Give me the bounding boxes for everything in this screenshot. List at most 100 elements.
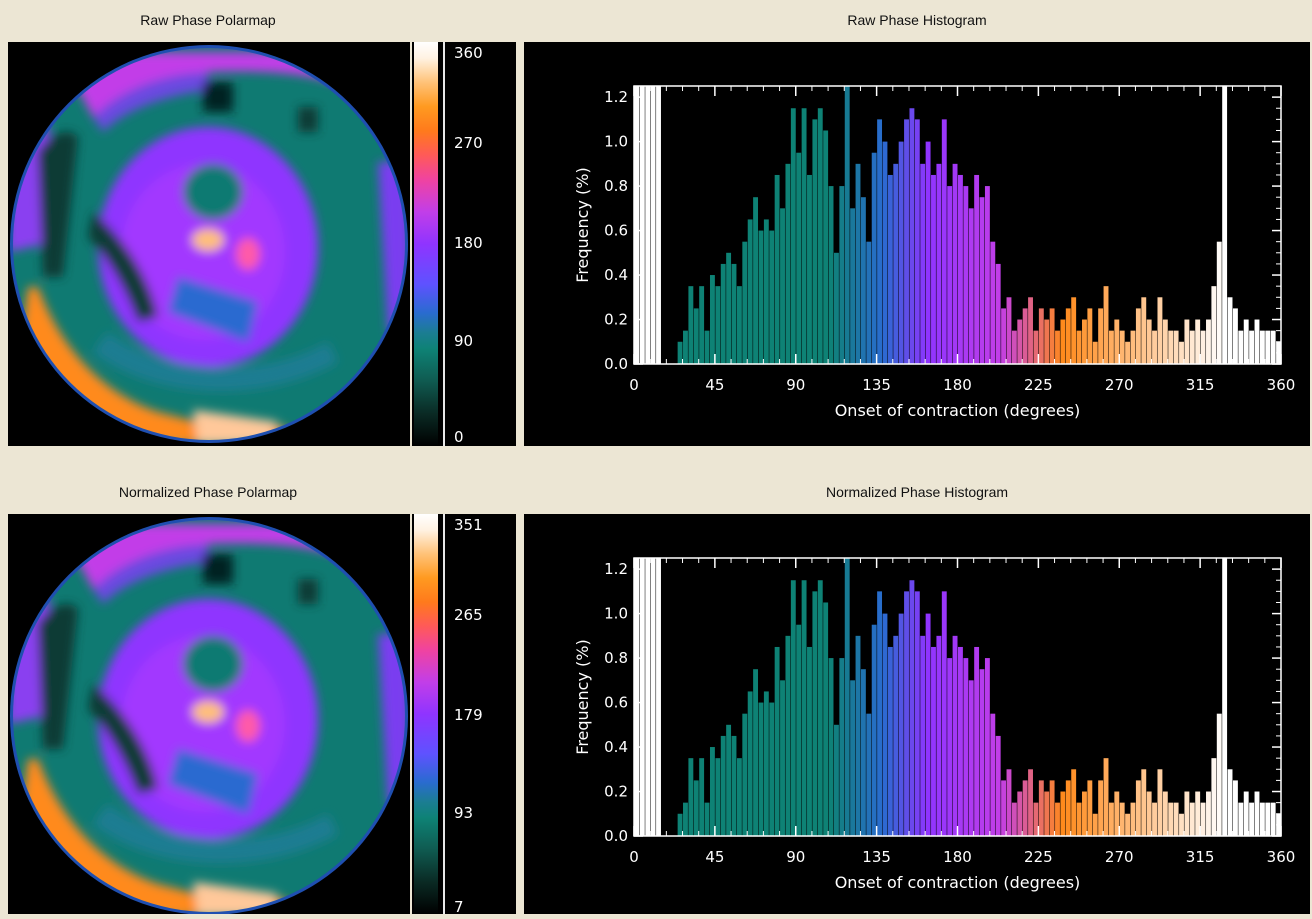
histogram-bar bbox=[1135, 308, 1141, 364]
x-tick-label: 0 bbox=[629, 848, 639, 866]
histogram-bar bbox=[1011, 330, 1017, 364]
histogram-bar bbox=[1200, 330, 1206, 364]
histogram-bar bbox=[1243, 319, 1249, 364]
histogram-bar bbox=[968, 680, 974, 836]
histogram-bar bbox=[1044, 791, 1050, 836]
histogram-bar bbox=[1259, 330, 1265, 364]
histogram-bar bbox=[747, 691, 753, 836]
histogram-bar bbox=[785, 635, 791, 836]
histogram-bar bbox=[958, 174, 963, 364]
histogram-bar bbox=[812, 119, 818, 364]
histogram-bar bbox=[1071, 297, 1077, 364]
histogram-bar bbox=[1265, 802, 1271, 836]
histogram-bar bbox=[1227, 297, 1233, 364]
x-tick-label: 225 bbox=[1024, 848, 1053, 866]
norm-polarmap bbox=[8, 514, 410, 914]
histogram-bar bbox=[1222, 558, 1228, 836]
histogram-bar bbox=[871, 624, 877, 836]
histogram-bar bbox=[925, 141, 931, 364]
histogram-bar bbox=[909, 580, 915, 836]
y-tick-label: 0.2 bbox=[604, 783, 628, 801]
y-tick-label: 0.0 bbox=[604, 827, 628, 845]
histogram-bar bbox=[645, 558, 651, 836]
histogram-bar bbox=[898, 613, 904, 836]
histogram-bar bbox=[704, 330, 710, 364]
histogram-bar bbox=[656, 558, 661, 836]
histogram-bar bbox=[936, 163, 942, 364]
x-tick-label: 0 bbox=[629, 376, 639, 394]
histogram-bar bbox=[736, 758, 742, 836]
y-tick-label: 1.2 bbox=[604, 560, 628, 578]
y-tick-label: 0.8 bbox=[604, 177, 628, 195]
histogram-bar bbox=[1060, 791, 1066, 836]
colorbar-label: 270 bbox=[454, 134, 483, 152]
y-tick-label: 1.0 bbox=[604, 605, 628, 623]
histogram-bar bbox=[1001, 308, 1007, 364]
histogram-bar bbox=[650, 86, 656, 364]
histogram-bar bbox=[774, 174, 780, 364]
histogram-bar bbox=[801, 108, 807, 365]
histogram-bar bbox=[1006, 769, 1012, 836]
histogram-bar bbox=[1216, 713, 1222, 836]
colorbar-label: 7 bbox=[454, 898, 464, 916]
histogram-bar bbox=[1162, 319, 1168, 364]
y-tick-label: 0.6 bbox=[604, 694, 628, 712]
histogram-bar bbox=[1179, 341, 1184, 364]
histogram-bar bbox=[1157, 297, 1163, 364]
histogram-bar bbox=[844, 558, 850, 836]
histogram-bar bbox=[683, 330, 688, 364]
histogram-bar bbox=[1114, 791, 1120, 836]
colorbar-gradient bbox=[414, 514, 438, 914]
histogram-bar bbox=[656, 86, 661, 364]
histogram-bar bbox=[1211, 758, 1217, 836]
histogram-bar bbox=[1222, 86, 1228, 364]
histogram-bar bbox=[974, 174, 980, 364]
colorbar-label: 179 bbox=[454, 706, 483, 724]
histogram-bar bbox=[1087, 308, 1093, 364]
histogram-bar bbox=[688, 286, 694, 364]
histogram-bar bbox=[1249, 330, 1255, 364]
histogram-bar bbox=[683, 802, 688, 836]
histogram-bar bbox=[968, 208, 974, 364]
histogram-bar bbox=[990, 241, 996, 364]
histogram-bar bbox=[1130, 802, 1136, 836]
histogram-bar bbox=[893, 635, 899, 836]
histogram-bar bbox=[1065, 308, 1071, 364]
x-tick-label: 135 bbox=[862, 376, 891, 394]
histogram-bar bbox=[1108, 330, 1114, 364]
histogram-bar bbox=[866, 713, 872, 836]
histogram-bar bbox=[1238, 330, 1244, 364]
histogram-bar bbox=[887, 174, 893, 364]
histogram-bar bbox=[1146, 319, 1152, 364]
histogram-bar bbox=[688, 758, 694, 836]
histogram-bar bbox=[1195, 319, 1201, 364]
histogram-bar bbox=[1259, 802, 1265, 836]
histogram-bar bbox=[720, 735, 726, 836]
histogram-bar bbox=[801, 580, 807, 836]
histogram-bar bbox=[1001, 780, 1007, 836]
histogram-bar bbox=[958, 646, 963, 836]
histogram-bar bbox=[844, 86, 850, 364]
colorbar-label: 351 bbox=[454, 516, 483, 534]
histogram-bar bbox=[715, 758, 721, 836]
norm-histogram-title: Normalized Phase Histogram bbox=[825, 484, 1009, 500]
histogram-bar bbox=[882, 141, 888, 364]
histogram-bar bbox=[1211, 286, 1217, 364]
histogram-bar bbox=[839, 658, 845, 836]
histogram-bar bbox=[1071, 769, 1077, 836]
histogram-bar bbox=[823, 602, 829, 836]
raw-histogram-svg: 0.0 0.2 0.4 0.6 0.8 1.0 1.2 0 45 90 135 180 225 270 31… bbox=[573, 85, 1295, 420]
colorbar-label: 90 bbox=[454, 332, 474, 350]
colorbar-label: 360 bbox=[454, 44, 483, 62]
histogram-bar bbox=[893, 163, 899, 364]
histogram-bar bbox=[1206, 319, 1211, 364]
histogram-bar bbox=[904, 119, 909, 364]
histogram-bar bbox=[1076, 802, 1082, 836]
histogram-bar bbox=[1092, 813, 1098, 836]
histogram-bar bbox=[1033, 330, 1039, 364]
histogram-bar bbox=[650, 558, 656, 836]
norm-histogram: 0.0 0.2 0.4 0.6 0.8 1.0 1.2 0 45 90 135 180 225 270 31… bbox=[524, 514, 1310, 914]
histogram-bar bbox=[1006, 297, 1012, 364]
histogram-bar bbox=[1103, 286, 1109, 364]
histogram-bar bbox=[1049, 780, 1055, 836]
